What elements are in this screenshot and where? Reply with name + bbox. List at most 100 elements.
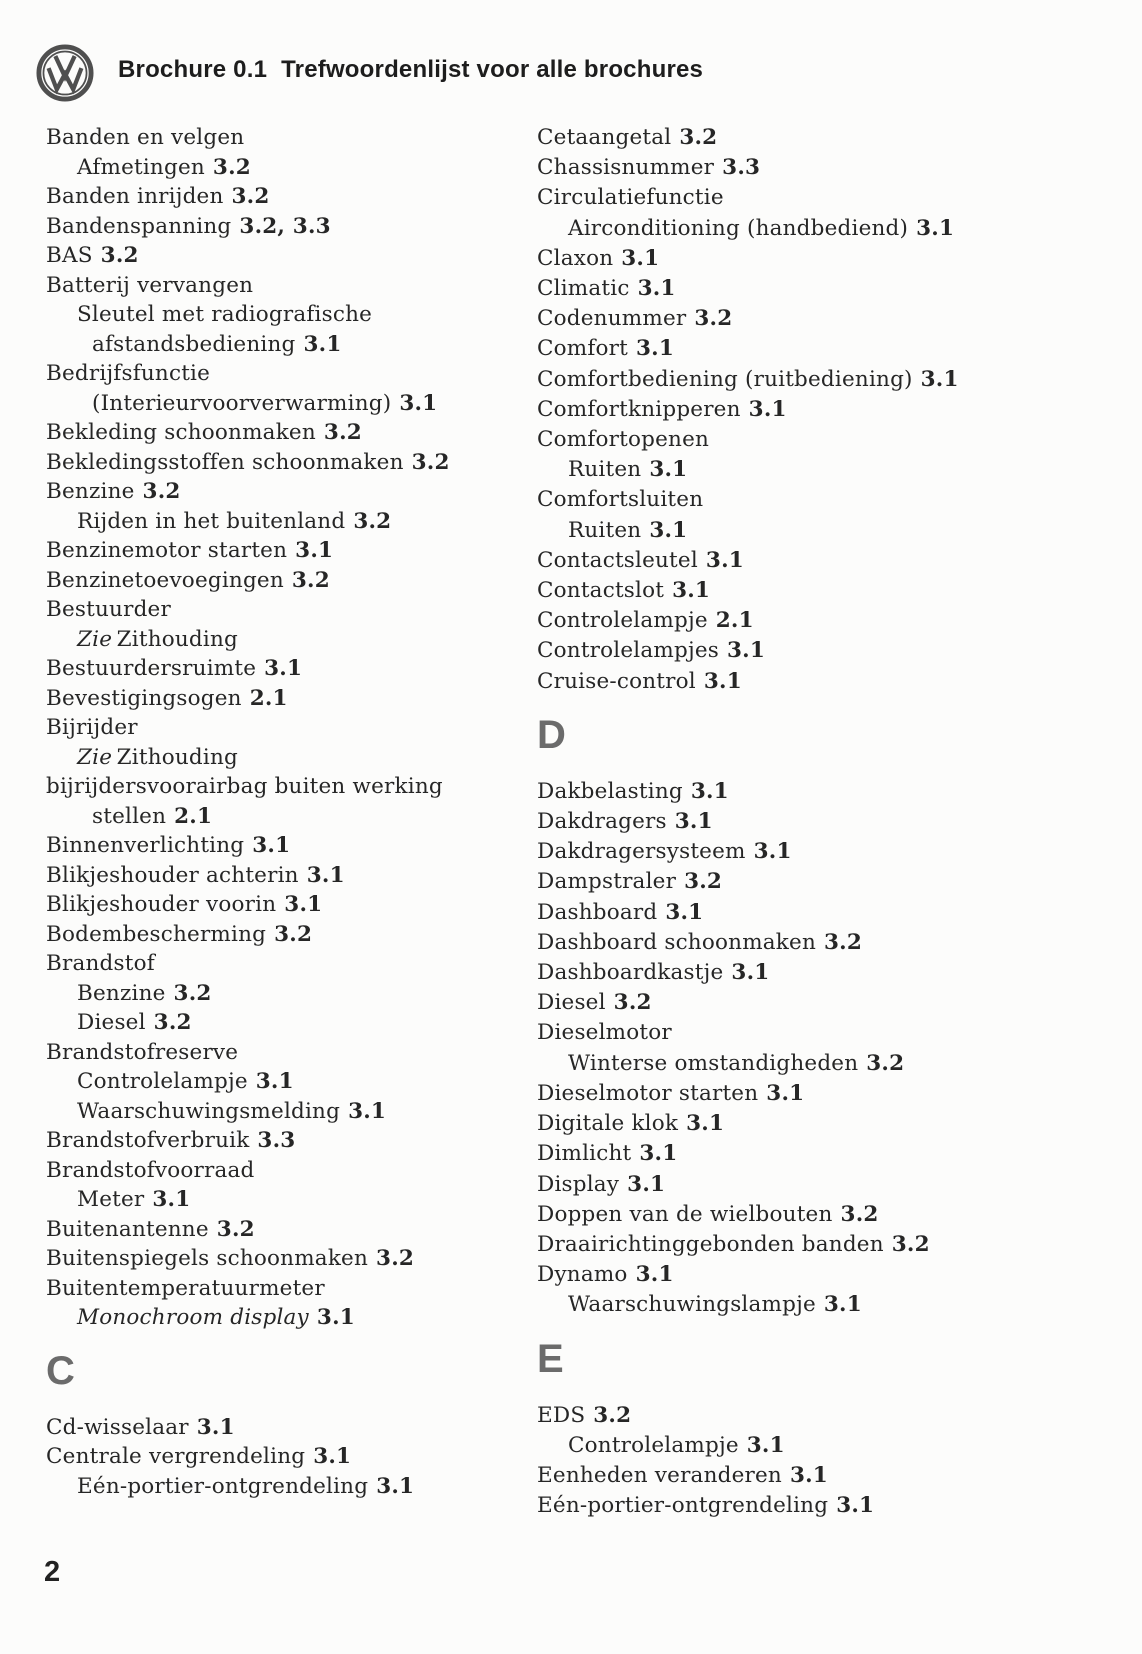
index-entry: Claxon 3.1: [537, 244, 967, 274]
index-entry: Banden en velgen: [46, 123, 501, 153]
index-entry: Dakdragers 3.1: [537, 807, 967, 837]
section-letter: E: [537, 1336, 565, 1381]
entry-term: Cetaangetal: [537, 125, 672, 150]
entry-ref: 3.2: [684, 869, 723, 895]
entry-term: Doppen van de wielbouten: [537, 1201, 833, 1227]
index-entry: Codenummer 3.2: [537, 304, 967, 334]
index-entry: Zie Zithouding: [46, 743, 501, 773]
entry-ref: 3.2: [153, 1010, 192, 1035]
index-entry: Controlelampje 3.1: [537, 1431, 967, 1461]
entry-term: Eén-portier-ontgrendeling: [537, 1493, 829, 1519]
entry-term: Cruise-control: [537, 668, 696, 694]
index-entry: Brandstofvoorraad: [46, 1156, 501, 1186]
index-entry: Batterij vervangen: [46, 271, 501, 301]
entry-term: Buitenspiegels schoonmaken: [46, 1246, 369, 1271]
entry-ref: 3.1: [295, 538, 334, 563]
index-entry: Benzine 3.2: [46, 477, 501, 507]
index-entry: Brandstof: [46, 949, 501, 979]
entry-term: Dieselmotor starten: [537, 1080, 759, 1106]
entry-ref: 3.1: [674, 809, 713, 835]
entry-term: Climatic: [537, 276, 630, 302]
index-entry: Blikjeshouder voorin 3.1: [46, 890, 501, 920]
entry-ref: 3.1: [313, 1444, 352, 1469]
index-entry: Buitenspiegels schoonmaken 3.2: [46, 1244, 501, 1274]
entry-term: Ruiten: [568, 457, 642, 483]
index-entry: Eenheden veranderen 3.1: [537, 1461, 967, 1491]
entry-term: Zie Zithouding: [77, 744, 238, 770]
entry-term: Dakbelasting: [537, 778, 683, 804]
index-entry: Eén-portier-ontgrendeling 3.1: [46, 1472, 501, 1502]
entry-term: Digitale klok: [537, 1111, 679, 1137]
index-entry: Blikjeshouder achterin 3.1: [46, 861, 501, 891]
index-entry: Dashboard schoonmaken 3.2: [537, 928, 967, 958]
entry-term: Controlelampje: [77, 1069, 248, 1094]
entry-term: Centrale vergrendeling: [46, 1444, 306, 1469]
entry-ref: 3.1: [705, 547, 744, 573]
entry-ref: 3.2: [291, 567, 330, 593]
entry-term: bijrijdersvoorairbag buiten werking: [46, 774, 443, 799]
index-entry: Dieselmotor starten 3.1: [537, 1079, 967, 1109]
entry-ref: 3.1: [690, 778, 729, 804]
entry-term: Sleutel met radiografische: [77, 302, 373, 327]
index-entry: Diesel 3.2: [537, 988, 967, 1018]
title-text: Trefwoordenlijst voor alle brochures: [281, 56, 704, 83]
entry-term: Dashboard schoonmaken: [537, 929, 816, 955]
entry-term: (Interieurvoorverwarming): [92, 390, 392, 416]
entry-ref: 3.2: [411, 449, 450, 475]
entry-term: Display: [537, 1171, 620, 1197]
index-entry: stellen 2.1: [46, 802, 501, 832]
index-entry: Display 3.1: [537, 1170, 967, 1200]
index-entry: Climatic 3.1: [537, 274, 967, 304]
entry-term: BAS: [46, 243, 93, 268]
entry-term: Comfortsluiten: [537, 487, 704, 513]
entry-term: Benzinemotor starten: [46, 538, 288, 563]
entry-ref: 3.1: [789, 1462, 828, 1488]
entry-ref: 3.1: [306, 862, 345, 888]
entry-term: Comfort: [537, 336, 629, 362]
entry-ref: 3.2: [353, 508, 392, 534]
entry-term: Airconditioning (handbediend): [568, 215, 909, 241]
entry-term: Bekledingsstoffen schoonmaken: [46, 449, 404, 475]
entry-term: Bandenspanning: [46, 213, 232, 239]
entry-ref: 3.1: [665, 899, 704, 925]
index-entry: Airconditioning (handbediend) 3.1: [537, 214, 967, 244]
entry-term: Bevestigingsogen: [46, 685, 242, 711]
entry-term: Batterij vervangen: [46, 272, 254, 298]
entry-ref: 2.1: [249, 685, 288, 711]
entry-term: Banden en velgen: [46, 125, 245, 150]
entry-term: Eenheden veranderen: [537, 1462, 782, 1488]
entry-term: Dakdragers: [537, 809, 667, 835]
index-entry: Dakbelasting 3.1: [537, 777, 967, 807]
index-entry: Bevestigingsogen 2.1: [46, 684, 501, 714]
entry-ref: 3.1: [746, 1432, 785, 1458]
entry-term: Dynamo: [537, 1262, 628, 1288]
entry-term: Draairichtinggebonden banden: [537, 1231, 884, 1257]
index-entry: Dampstraler 3.2: [537, 867, 967, 897]
entry-term: Buitenantenne: [46, 1216, 209, 1242]
entry-term: Waarschuwingsmelding: [77, 1098, 341, 1124]
brochure-label: Brochure 0.1: [118, 56, 268, 83]
entry-ref: 3.1: [753, 839, 792, 865]
index-entry: Monochroom display 3.1: [46, 1303, 501, 1333]
section-letter: C: [46, 1348, 76, 1393]
entry-ref: 3.2, 3.3: [239, 213, 331, 239]
index-entry: BAS 3.2: [46, 241, 501, 271]
index-entry: Winterse omstandigheden 3.2: [537, 1049, 967, 1079]
entry-ref: 3.1: [635, 1262, 674, 1288]
index-entry: Benzinemotor starten 3.1: [46, 536, 501, 566]
entry-term: Dakdragersysteem: [537, 839, 746, 865]
index-entry: Benzinetoevoegingen 3.2: [46, 566, 501, 596]
index-entry: Waarschuwingslampje 3.1: [537, 1290, 967, 1320]
entry-term: Monochroom display: [77, 1305, 309, 1330]
index-entry: Controlelampjes 3.1: [537, 636, 967, 666]
entry-term: Bodembescherming: [46, 921, 267, 947]
index-entry: Bodembescherming 3.2: [46, 920, 501, 950]
entry-ref: 3.1: [152, 1187, 191, 1212]
entry-ref: 3.1: [686, 1111, 725, 1137]
entry-term: Blikjeshouder voorin: [46, 892, 277, 917]
header: Brochure 0.1 Trefwoordenlijst voor alle b…: [0, 0, 1142, 110]
entry-ref: 3.2: [100, 243, 139, 268]
entry-ref: 3.1: [303, 331, 342, 357]
index-entry: Ruiten 3.1: [537, 516, 967, 546]
